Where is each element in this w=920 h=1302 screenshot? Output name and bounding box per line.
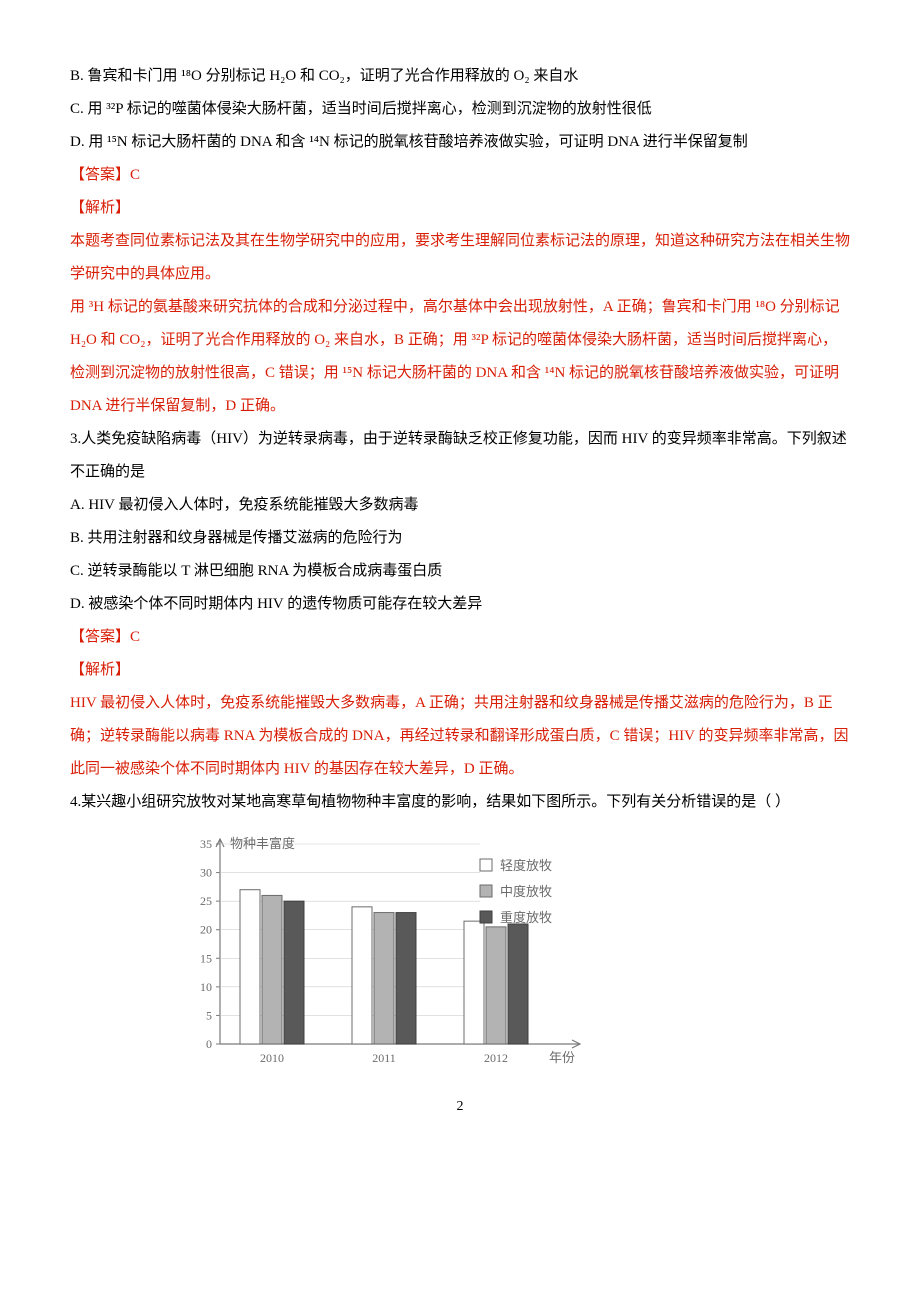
q3-explain: HIV 最初侵入人体时，免疫系统能摧毁大多数病毒，A 正确；共用注射器和纹身器械… — [70, 687, 850, 786]
bar-chart-svg: 0 5 10 15 20 25 30 35 物种丰富度年份 2010 2011 2012 轻度放牧中度放… — [160, 829, 620, 1069]
svg-text:25: 25 — [200, 894, 212, 908]
svg-text:2011: 2011 — [372, 1051, 396, 1065]
svg-text:中度放牧: 中度放牧 — [500, 884, 552, 899]
svg-text:35: 35 — [200, 837, 212, 851]
species-richness-chart: 0 5 10 15 20 25 30 35 物种丰富度年份 2010 2011 2012 轻度放牧中度放… — [160, 829, 850, 1082]
q3-option-d: D. 被感染个体不同时期体内 HIV 的遗传物质可能存在较大差异 — [70, 588, 850, 621]
q2-explain-label: 【解析】 — [70, 192, 850, 225]
q2-answer-value: C — [130, 167, 140, 183]
svg-text:2010: 2010 — [260, 1051, 284, 1065]
q2-option-d: D. 用 ¹⁵N 标记大肠杆菌的 DNA 和含 ¹⁴N 标记的脱氧核苷酸培养液做… — [70, 126, 850, 159]
q4-stem: 4.某兴趣小组研究放牧对某地高寒草甸植物物种丰富度的影响，结果如下图所示。下列有… — [70, 786, 850, 819]
svg-text:轻度放牧: 轻度放牧 — [500, 858, 552, 873]
q3-option-c: C. 逆转录酶能以 T 淋巴细胞 RNA 为模板合成病毒蛋白质 — [70, 555, 850, 588]
q2-explain-1: 本题考查同位素标记法及其在生物学研究中的应用，要求考生理解同位素标记法的原理，知… — [70, 225, 850, 291]
answer-label: 【答案】 — [70, 629, 130, 645]
svg-text:重度放牧: 重度放牧 — [500, 910, 552, 925]
svg-text:10: 10 — [200, 980, 212, 994]
q3-stem: 3.人类免疫缺陷病毒（HIV）为逆转录病毒，由于逆转录酶缺乏校正修复功能，因而 … — [70, 423, 850, 489]
q2-option-c: C. 用 ³²P 标记的噬菌体侵染大肠杆菌，适当时间后搅拌离心，检测到沉淀物的放… — [70, 93, 850, 126]
q3-answer-value: C — [130, 629, 140, 645]
svg-text:5: 5 — [206, 1008, 212, 1022]
svg-text:2012: 2012 — [484, 1051, 508, 1065]
svg-text:30: 30 — [200, 866, 212, 880]
q2-option-b: B. 鲁宾和卡门用 ¹⁸O 分别标记 H₂O 和 CO₂，证明了光合作用释放的 … — [70, 60, 850, 93]
svg-text:年份: 年份 — [549, 1050, 575, 1065]
q3-explain-label: 【解析】 — [70, 654, 850, 687]
q2-explain-2: 用 ³H 标记的氨基酸来研究抗体的合成和分泌过程中，高尔基体中会出现放射性，A … — [70, 291, 850, 423]
svg-text:15: 15 — [200, 951, 212, 965]
page-number: 2 — [70, 1092, 850, 1123]
svg-text:物种丰富度: 物种丰富度 — [230, 836, 295, 851]
svg-text:20: 20 — [200, 923, 212, 937]
svg-text:0: 0 — [206, 1037, 212, 1051]
q3-answer: 【答案】C — [70, 621, 850, 654]
q3-option-a: A. HIV 最初侵入人体时，免疫系统能摧毁大多数病毒 — [70, 489, 850, 522]
answer-label: 【答案】 — [70, 167, 130, 183]
q2-answer: 【答案】C — [70, 159, 850, 192]
q3-option-b: B. 共用注射器和纹身器械是传播艾滋病的危险行为 — [70, 522, 850, 555]
